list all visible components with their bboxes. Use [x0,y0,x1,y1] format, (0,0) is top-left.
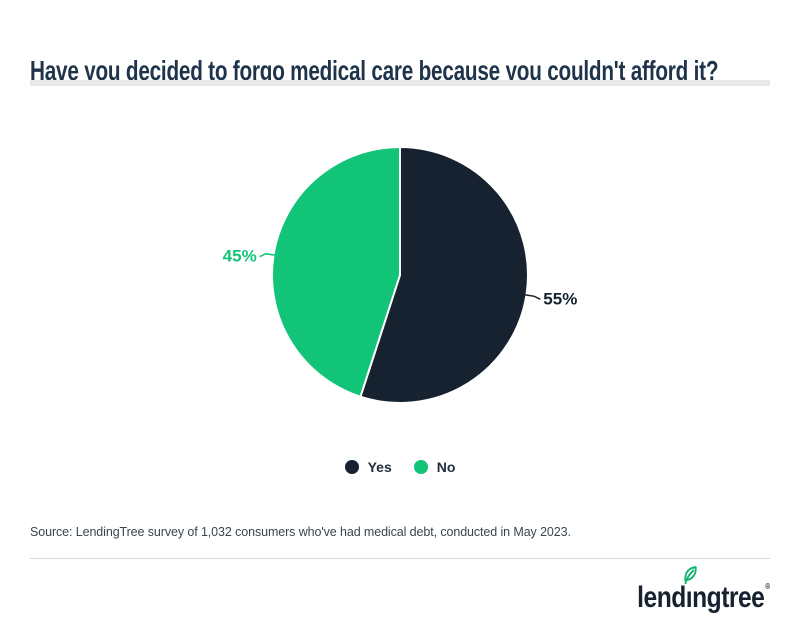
legend-label-no: No [436,459,456,475]
footer-divider [30,558,770,559]
source-note: Source: LendingTree survey of 1,032 cons… [30,524,571,539]
pie-chart: 55% 45% [223,146,578,404]
registered-mark: ® [765,582,770,591]
pie-value-label-yes: 55% [543,289,577,308]
pie-leader-lines [259,252,541,300]
chart-legend: Yes No [0,458,800,476]
logo-wordmark: lendı ngtree [637,566,765,614]
pie-leader-yes [525,294,541,300]
legend-item-yes: Yes [344,458,392,476]
pie-value-label-no: 45% [223,247,257,266]
lendingtree-logo: lendı ngtree® [637,566,770,615]
leaf-icon [684,566,697,584]
legend-label-yes: Yes [367,459,392,475]
legend-item-no: No [413,458,456,476]
title-divider [30,80,770,86]
pie-labels: 55% 45% [223,247,578,309]
pie-slices [271,146,529,404]
legend-dot-no [413,460,428,474]
pie-leader-no [259,252,275,258]
legend-dot-yes [344,460,359,474]
